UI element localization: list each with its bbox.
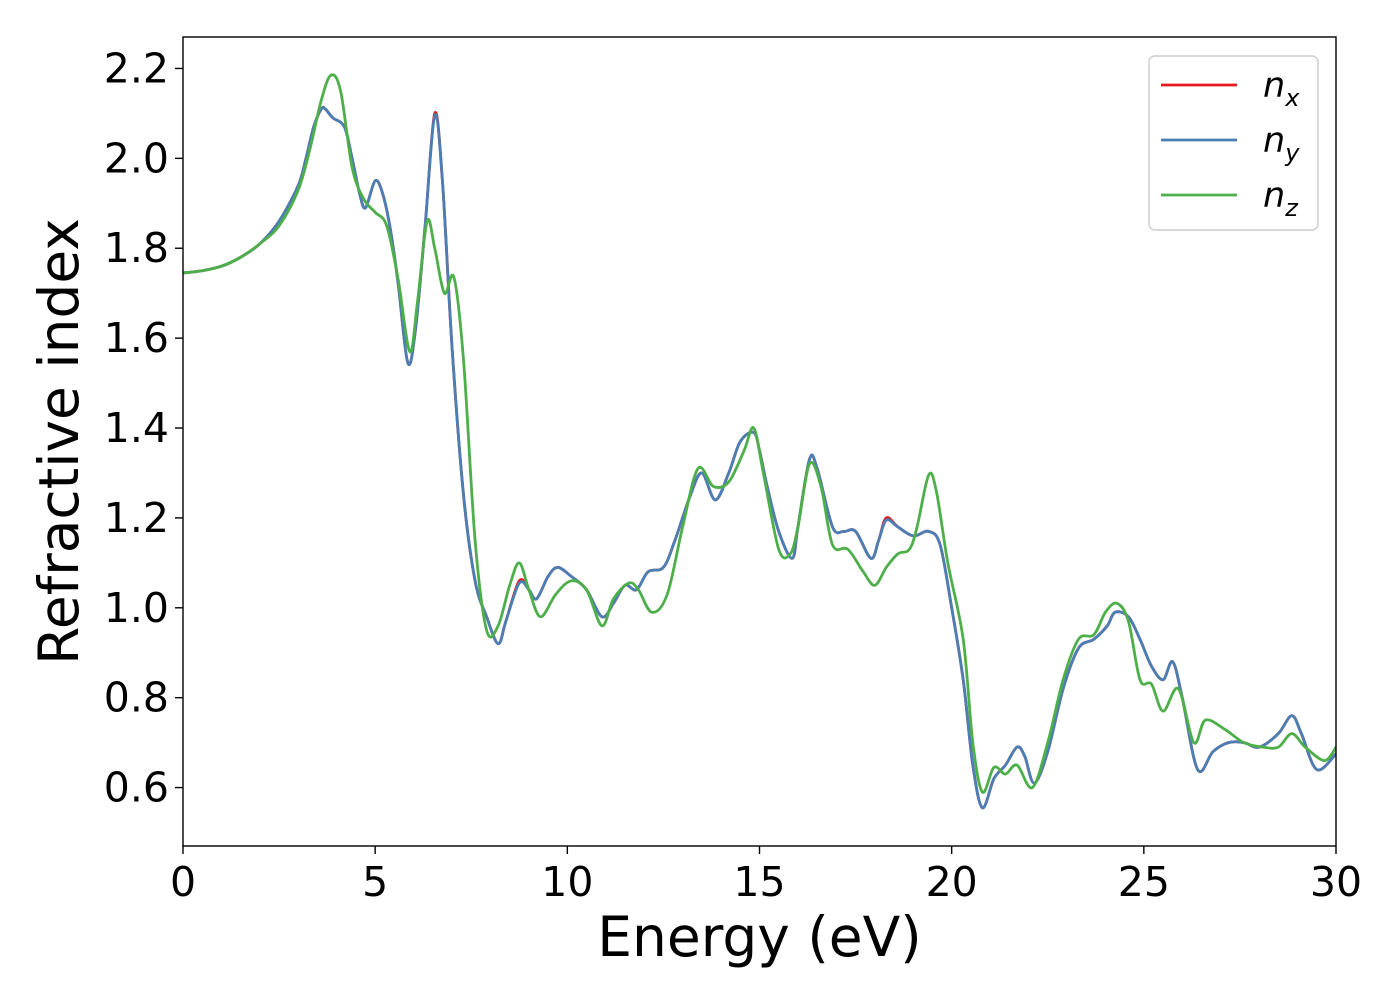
legend: nx ny nz	[1148, 55, 1319, 231]
y-tick-label: 1.2	[104, 494, 169, 542]
x-tick-label: 15	[733, 858, 785, 906]
y-tick-label: 1.4	[104, 404, 169, 452]
y-tick-label: 2.0	[104, 134, 169, 182]
x-tick-label: 10	[541, 858, 593, 906]
y-tick-label: 0.8	[104, 674, 169, 722]
x-tick-label: 0	[170, 858, 196, 906]
series-line-n-z	[183, 73, 1336, 794]
legend-frame	[1148, 55, 1319, 231]
y-tick-label: 0.6	[104, 764, 169, 812]
y-tick-label: 1.6	[104, 314, 169, 362]
y-tick-label: 1.0	[104, 584, 169, 632]
x-axis-ticks: 0 5 10 15 20 25 30	[170, 846, 1362, 906]
y-axis-ticks: 0.6 0.8 1.0 1.2 1.4 1.6 1.8 2.0 2.2	[104, 44, 183, 812]
x-tick-label: 5	[362, 858, 388, 906]
y-tick-label: 1.8	[104, 224, 169, 272]
x-tick-label: 20	[926, 858, 978, 906]
series-line-n-y	[183, 105, 1336, 810]
legend-label-z: nz	[1263, 176, 1299, 222]
legend-label-y: ny	[1263, 121, 1300, 167]
y-tick-label: 2.2	[104, 44, 169, 92]
y-axis-title: Refractive index	[27, 218, 91, 665]
legend-label-x: nx	[1263, 66, 1300, 112]
series-layer	[183, 73, 1336, 810]
x-tick-label: 30	[1310, 858, 1362, 906]
x-axis-title: Energy (eV)	[597, 905, 921, 969]
x-tick-label: 25	[1118, 858, 1170, 906]
